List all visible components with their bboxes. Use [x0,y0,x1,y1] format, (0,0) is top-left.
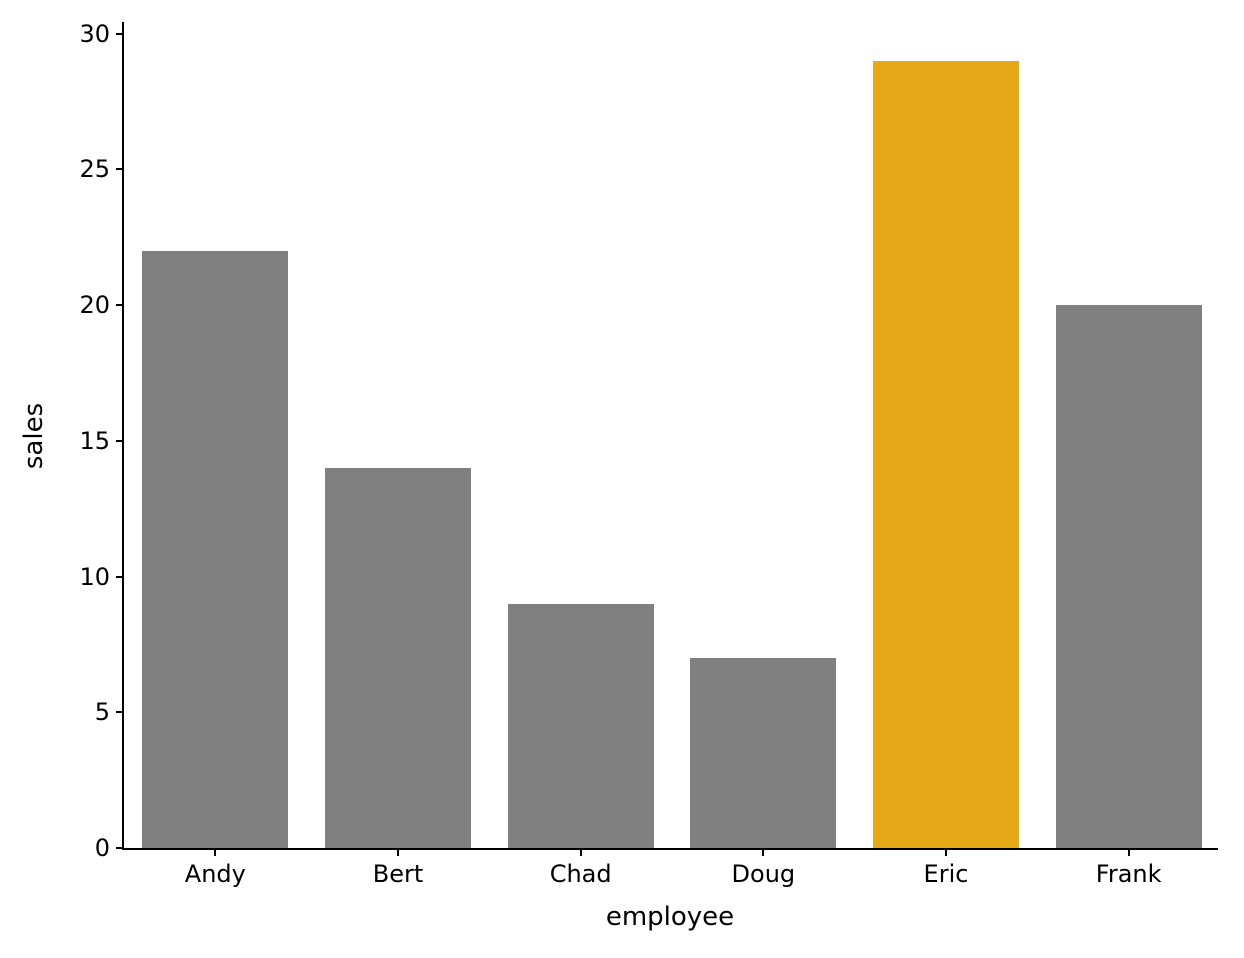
figure: 051015202530AndyBertChadDougEricFrank sa… [0,0,1244,958]
x-axis-label: employee [606,902,734,932]
bar [142,251,288,848]
ytick-label: 5 [95,698,124,726]
xtick-label: Chad [550,848,612,888]
xtick-label: Bert [373,848,424,888]
ytick-label: 20 [79,291,124,319]
xtick-label: Frank [1096,848,1162,888]
bar [690,658,836,848]
xtick-label: Eric [924,848,969,888]
bar [325,468,471,848]
ytick-label: 25 [79,155,124,183]
bar [873,61,1019,848]
ytick-label: 0 [95,834,124,862]
ytick-label: 10 [79,563,124,591]
y-axis-label: sales [19,403,49,469]
ytick-label: 30 [79,20,124,48]
xtick-label: Doug [732,848,796,888]
ytick-label: 15 [79,427,124,455]
plot-area: 051015202530AndyBertChadDougEricFrank [122,22,1218,850]
bar [508,604,654,848]
xtick-label: Andy [185,848,246,888]
bar [1056,305,1202,848]
